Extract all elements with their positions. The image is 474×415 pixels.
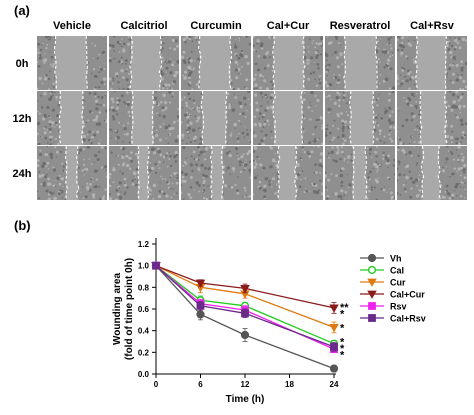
- data-point-vh: [196, 310, 205, 319]
- y-tick-label: 0.4: [138, 327, 150, 336]
- data-point-cal-rsv: [196, 301, 205, 310]
- micrograph-24h-curcumin: [181, 146, 251, 200]
- legend-marker-cal-rsv: [368, 314, 376, 322]
- data-point-cal-rsv: [241, 309, 249, 318]
- legend-marker-cur: [367, 278, 377, 287]
- data-point-cur: [329, 324, 339, 333]
- x-tick-label: 24: [330, 380, 339, 389]
- micrograph-0h-cal-rsv: [397, 36, 467, 90]
- significance-marker: **: [340, 302, 349, 314]
- micrograph-24h-calcitriol: [109, 146, 179, 200]
- data-point-cal-cur: [329, 304, 339, 313]
- legend-label-rsv: Rsv: [390, 302, 407, 312]
- row-label-12h: 12h: [12, 113, 32, 125]
- x-axis-label: Time (h): [226, 394, 265, 405]
- y-tick-label: 0.8: [138, 283, 150, 292]
- micrograph-12h-cal-rsv: [397, 91, 467, 145]
- micrograph-0h-curcumin: [181, 36, 251, 90]
- significance-marker: *: [340, 308, 345, 320]
- y-tick-label: 0.6: [138, 305, 150, 314]
- micrograph-0h-vehicle: [37, 36, 107, 90]
- micrograph-12h-curcumin: [181, 91, 251, 145]
- legend-label-cal-cur: Cal+Cur: [390, 290, 425, 300]
- legend-label-cal: Cal: [390, 266, 404, 276]
- micrograph-24h-vehicle: [37, 146, 107, 200]
- series-line-cal-cur: [155, 265, 335, 309]
- x-tick-label: 12: [241, 380, 250, 389]
- column-header-calcitriol: Calcitriol: [120, 20, 168, 32]
- column-header-cal-rsv: Cal+Rsv: [410, 20, 454, 32]
- series-line-cur: [155, 265, 335, 329]
- micrograph-12h-vehicle: [37, 91, 107, 145]
- legend-label-cal-rsv: Cal+Rsv: [390, 314, 426, 324]
- panel-a-letter: (a): [14, 3, 30, 18]
- data-point-vh: [240, 330, 250, 340]
- significance-marker: *: [340, 322, 345, 334]
- series-line-vh: [155, 265, 335, 370]
- y-tick-label: 0.0: [138, 370, 150, 379]
- y-tick-label: 1.0: [138, 262, 150, 271]
- y-axis-label-unit: (fold of time point 0h): [124, 258, 135, 360]
- legend-marker-cal: [367, 265, 377, 275]
- y-axis-label: Wounding area: [112, 273, 123, 345]
- legend-marker-rsv: [368, 302, 376, 310]
- micrograph-24h-cal-rsv: [397, 146, 467, 200]
- series-line-cal: [155, 265, 335, 345]
- micrograph-0h-cal-cur: [253, 36, 323, 90]
- column-header-cal-cur: Cal+Cur: [266, 20, 310, 32]
- y-tick-label: 1.2: [138, 240, 150, 249]
- data-point-cal-cur: [195, 279, 206, 288]
- line-chart: 0.0 0.2 0.4 0.6 0.8 1.0 1.2 0 6 12 18 24 Time (h) Wou…: [112, 238, 426, 405]
- row-label-24h: 24h: [12, 168, 32, 180]
- y-tick-label: 0.2: [138, 348, 150, 357]
- legend-marker-vh: [367, 253, 377, 263]
- micrograph-24h-resveratrol: [325, 146, 395, 200]
- data-point-cal-rsv: [152, 261, 160, 270]
- data-point-cal-cur: [240, 285, 250, 294]
- legend-marker-cal-cur: [367, 290, 377, 299]
- column-header-vehicle: Vehicle: [53, 20, 91, 32]
- micrograph-12h-calcitriol: [109, 91, 179, 145]
- panel-b-letter: (b): [14, 218, 31, 233]
- legend-label-vh: Vh: [390, 254, 402, 264]
- column-header-curcumin: Curcumin: [190, 20, 242, 32]
- data-point-cal-rsv: [330, 343, 338, 351]
- micrograph-12h-cal-cur: [253, 91, 323, 145]
- micrograph-0h-calcitriol: [109, 36, 179, 90]
- x-tick-label: 18: [285, 380, 294, 389]
- micrograph-0h-resveratrol: [325, 36, 395, 90]
- data-point-vh: [329, 364, 339, 373]
- significance-marker: *: [340, 336, 345, 348]
- column-header-resveratrol: Resveratrol: [329, 20, 391, 32]
- significance-marker: *: [340, 343, 345, 355]
- row-label-0h: 0h: [15, 58, 29, 70]
- series-line-cal-rsv: [155, 265, 335, 348]
- legend-label-cur: Cur: [390, 278, 406, 288]
- significance-marker: *: [340, 349, 345, 361]
- x-tick-label: 6: [198, 380, 203, 389]
- micrograph-12h-resveratrol: [325, 91, 395, 145]
- x-tick-label: 0: [154, 380, 159, 389]
- micrograph-24h-cal-cur: [253, 146, 323, 200]
